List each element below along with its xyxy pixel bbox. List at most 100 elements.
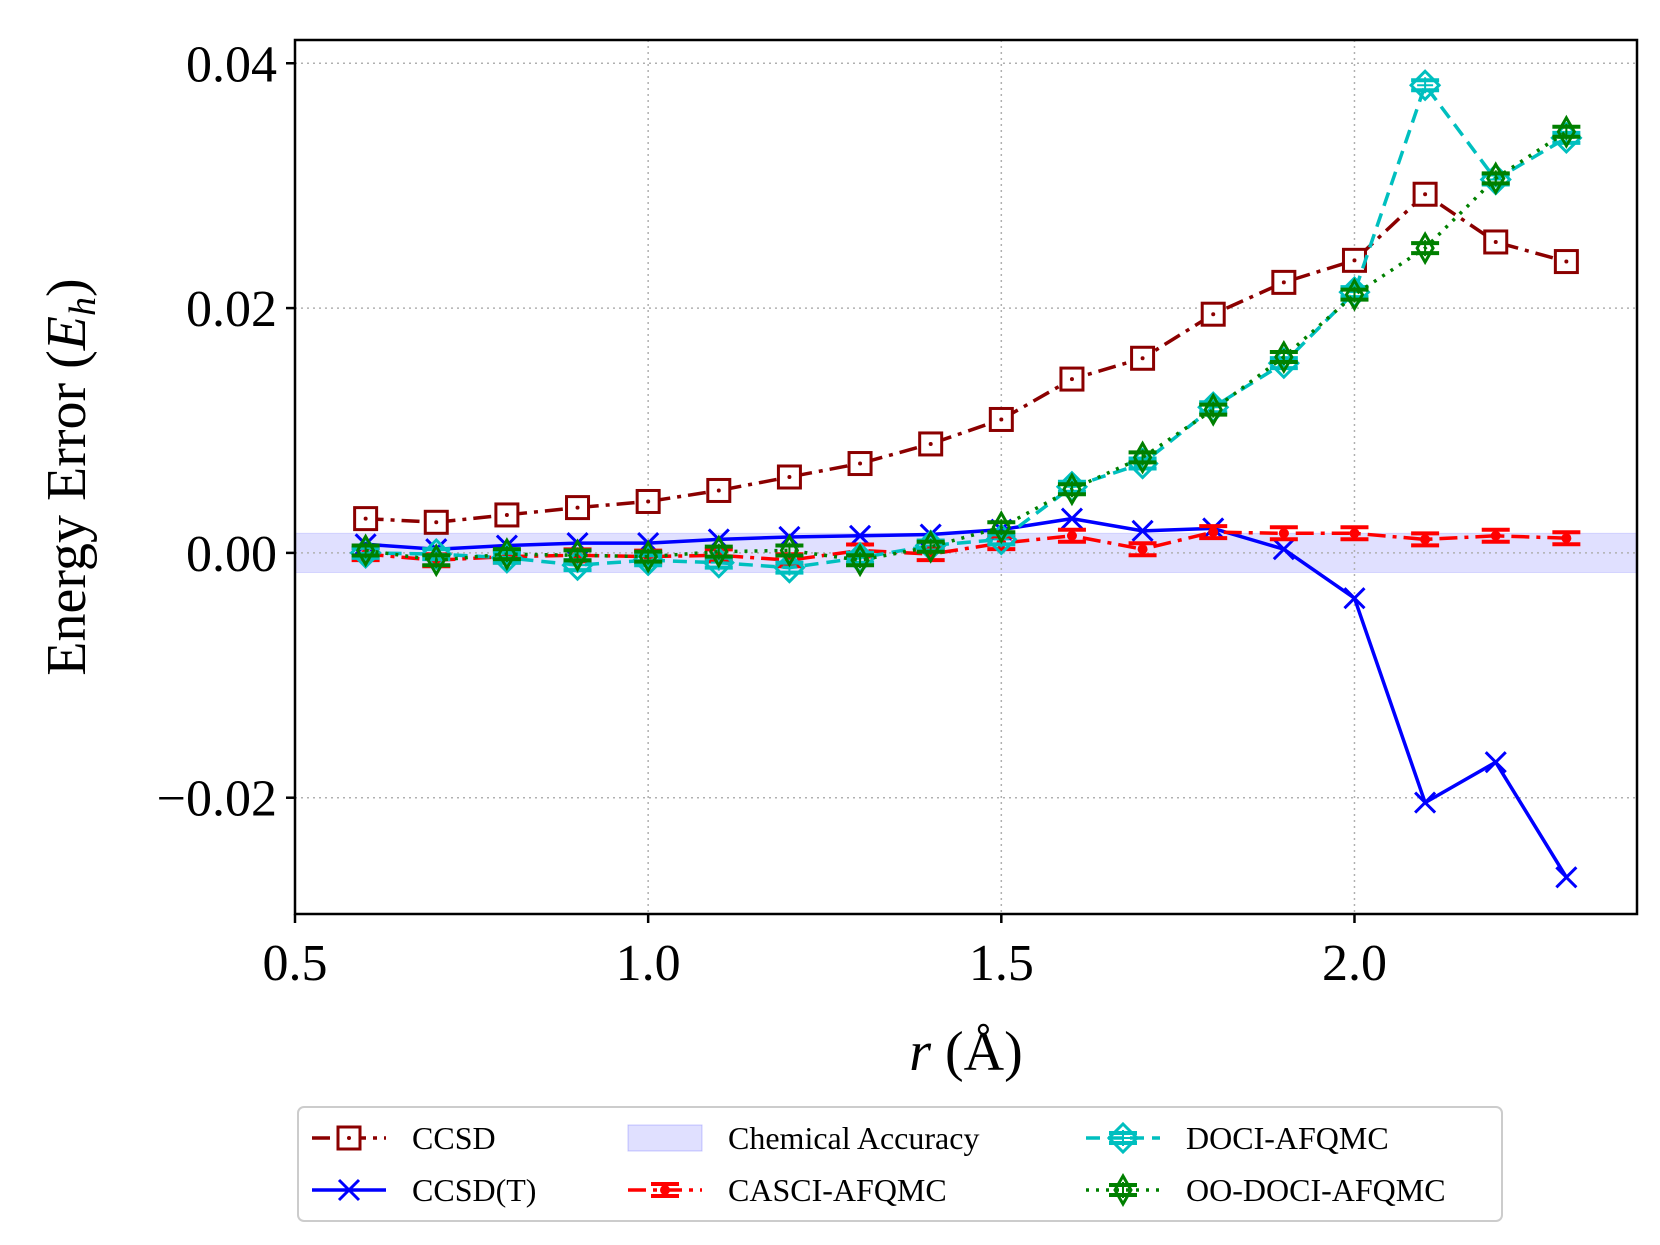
legend-item-casci: CASCI-AFQMC: [628, 1172, 947, 1208]
square-marker-center: [1211, 312, 1216, 317]
legend-label: CASCI-AFQMC: [728, 1172, 947, 1208]
diamond-marker-shape: [1126, 447, 1159, 480]
data-point-oodoci: [1552, 114, 1581, 149]
data-point-oodoci: [846, 543, 875, 578]
data-point-ccsd: [1200, 301, 1226, 327]
legend-label: OO-DOCI-AFQMC: [1186, 1172, 1446, 1208]
data-point-ccsd: [353, 506, 379, 532]
data-point-casci: [1128, 541, 1157, 558]
data-point-ccsd: [1483, 229, 1509, 255]
series-doci: [349, 69, 1583, 584]
data-point-oodoci: [351, 533, 380, 568]
diamond-marker-shape: [773, 551, 806, 584]
legend-marker: [337, 1178, 361, 1202]
data-point-casci: [1340, 525, 1369, 542]
data-point-casci: [1199, 524, 1228, 541]
thin-diamond-marker-shape: [709, 534, 729, 569]
data-point-oodoci: [563, 538, 592, 573]
square-marker-center: [575, 505, 580, 510]
legend-label: Chemical Accuracy: [728, 1120, 979, 1156]
legend-item-ccsd: CCSD: [312, 1120, 496, 1156]
thin-diamond-marker-shape: [850, 543, 870, 578]
data-point-oodoci: [1269, 340, 1298, 375]
data-point-oodoci: [775, 533, 804, 568]
thin-diamond-marker-shape: [426, 543, 446, 578]
x-marker-shape: [1272, 538, 1295, 561]
thin-diamond-marker-shape: [497, 537, 517, 572]
dot-marker-shape: [660, 1185, 670, 1195]
data-point-ccsd: [988, 406, 1014, 432]
legend-marker: [1106, 1121, 1140, 1155]
data-point-ccsdt: [1272, 538, 1295, 561]
square-marker-center: [999, 417, 1004, 422]
x-tick-label: 1.5: [969, 935, 1034, 992]
x-tick-label: 2.0: [1322, 935, 1387, 992]
series-line-ccsd: [365, 192, 1567, 525]
dot-marker-shape: [1278, 528, 1289, 539]
series-oodoci: [351, 114, 1581, 578]
axis-ticks: 0.5 1.0 1.5 2.0 −0.02 0.00 0.02 0.04: [157, 36, 1387, 992]
data-point-oodoci: [634, 539, 663, 574]
thin-diamond-marker-shape: [1203, 392, 1223, 427]
x-marker-shape: [848, 524, 872, 547]
x-marker-shape: [1131, 519, 1154, 542]
square-marker-center: [646, 499, 651, 504]
series-ccsd: [353, 181, 1579, 535]
legend-swatch: [627, 1124, 703, 1152]
dot-marker-shape: [1066, 530, 1077, 541]
data-point-ccsd: [1271, 269, 1297, 295]
legend: CCSD CCSD(T) Chemical Accuracy CASCI-AFQMC D…: [297, 1106, 1503, 1222]
x-marker-shape: [1060, 507, 1084, 530]
legend-marker: [651, 1182, 679, 1198]
data-point-oodoci: [1411, 231, 1440, 266]
square-marker-center: [858, 461, 863, 466]
plot-frame: [293, 38, 1639, 916]
data-point-oodoci: [422, 543, 451, 578]
series-line-oodoci: [365, 130, 1568, 562]
data-point-casci: [1411, 531, 1440, 548]
data-point-ccsd: [1130, 345, 1156, 371]
square-marker-center: [1564, 259, 1569, 264]
legend-label: CCSD: [412, 1120, 496, 1156]
data-point-oodoci: [1481, 161, 1510, 196]
data-point-ccsdt: [848, 524, 872, 547]
data-point-ccsdt: [1060, 507, 1084, 530]
series-line-doci: [365, 83, 1568, 570]
data-point-ccsdt: [1555, 866, 1578, 889]
data-point-oodoci: [1340, 277, 1369, 312]
thin-diamond-marker-shape: [1344, 277, 1365, 312]
dot-marker-shape: [1561, 533, 1572, 544]
data-point-ccsd: [706, 477, 732, 503]
thin-diamond-marker-shape: [567, 538, 588, 573]
thin-diamond-marker-shape: [920, 529, 941, 564]
square-marker-center: [504, 512, 509, 517]
thin-diamond-marker-shape: [1556, 114, 1577, 149]
series-layer: [349, 69, 1583, 889]
legend-item-band: Chemical Accuracy: [627, 1120, 979, 1156]
square-marker-center: [716, 488, 721, 493]
diamond-marker-shape: [1550, 121, 1583, 155]
data-point-casci: [1269, 525, 1298, 542]
square-marker-center: [1281, 280, 1286, 285]
x-marker-shape: [1484, 751, 1507, 774]
thin-diamond-marker-shape: [991, 510, 1012, 545]
thin-diamond-marker-shape: [1486, 161, 1506, 196]
square-marker-center: [363, 516, 368, 521]
square-marker-center: [787, 475, 792, 479]
legend-label: CCSD(T): [412, 1172, 536, 1208]
thin-diamond-marker-shape: [1132, 440, 1153, 475]
x-marker-shape: [1414, 791, 1437, 814]
x-tick-label: 1.0: [616, 935, 681, 992]
y-tick-label: 0.00: [186, 526, 277, 583]
square-marker-center: [434, 520, 439, 525]
data-point-ccsd: [847, 451, 873, 477]
x-marker-shape: [1555, 866, 1578, 889]
y-tick-label: 0.04: [186, 36, 277, 93]
x-axis-title: r (Å): [909, 1021, 1023, 1083]
legend-item-doci: DOCI-AFQMC: [1086, 1120, 1389, 1156]
diamond-marker-shape: [1106, 1121, 1140, 1155]
thin-diamond-marker-shape: [355, 533, 376, 568]
legend-marker: [336, 1125, 362, 1151]
dot-marker-shape: [1349, 528, 1360, 539]
